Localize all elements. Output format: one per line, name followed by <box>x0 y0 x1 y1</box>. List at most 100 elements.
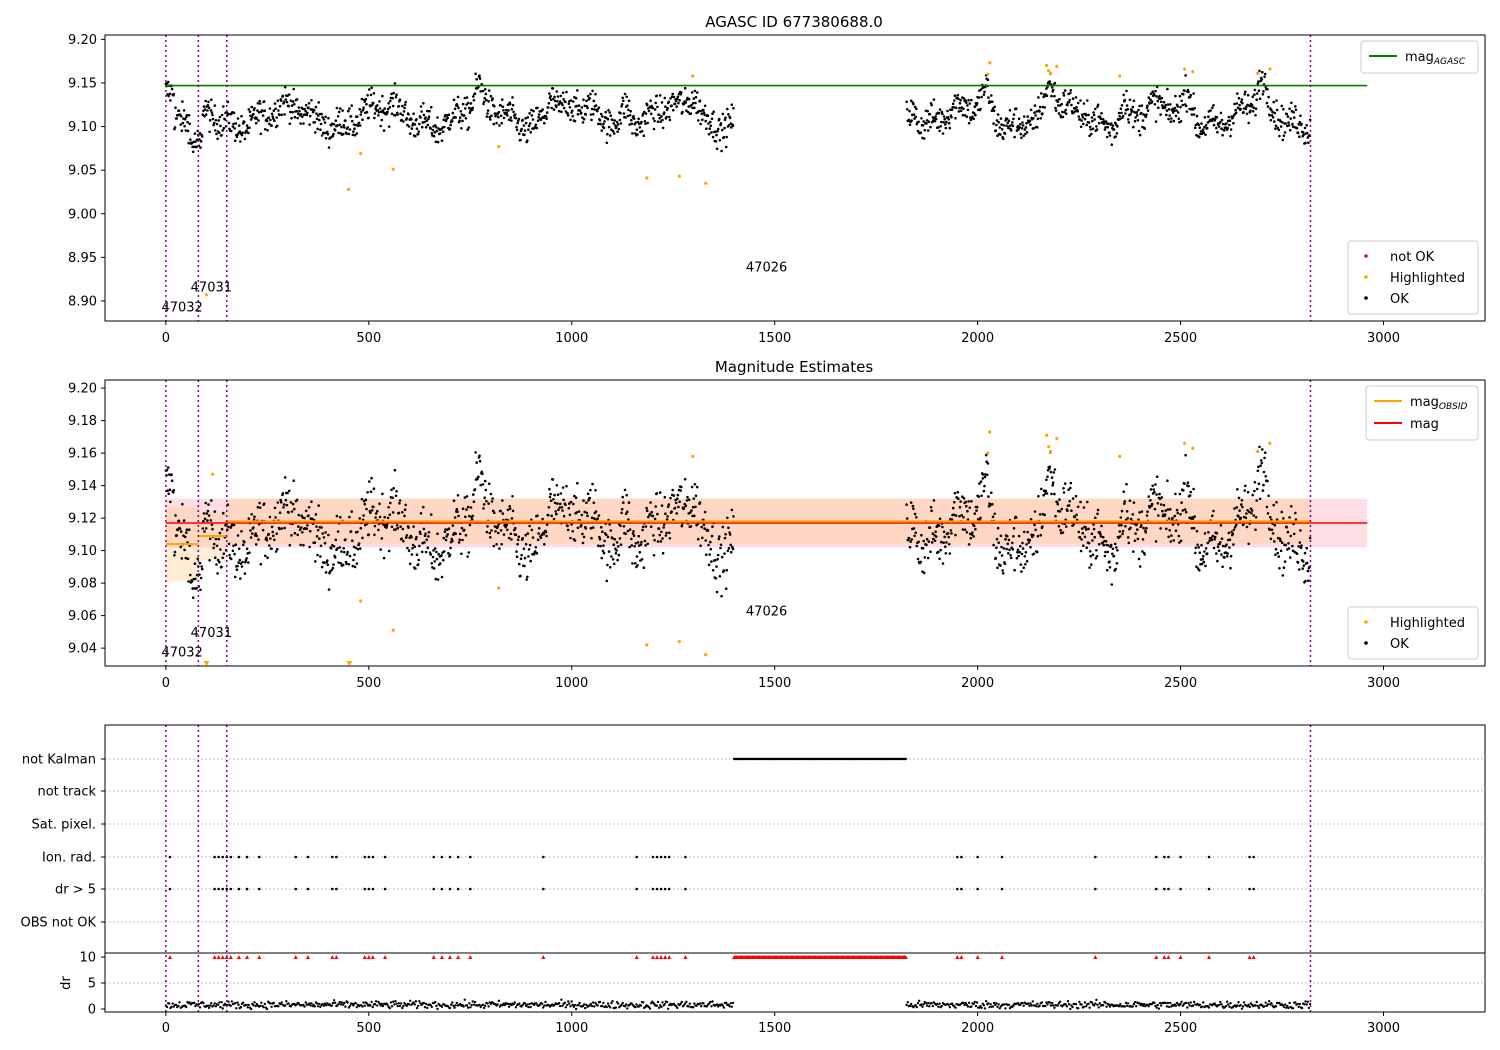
ok-point <box>1249 109 1252 113</box>
ok-point <box>238 130 242 133</box>
ok-point <box>417 558 421 562</box>
ok-point <box>193 562 197 565</box>
ok-point <box>518 562 521 566</box>
dr-point <box>1036 1002 1039 1005</box>
dr-point <box>573 1003 577 1007</box>
ok-point <box>564 503 567 507</box>
dr-point <box>518 1002 521 1005</box>
ok-point <box>723 536 727 540</box>
dr-point <box>1077 1007 1080 1010</box>
dr-point <box>709 1000 712 1004</box>
ok-point <box>290 104 294 107</box>
ok-point <box>714 559 717 562</box>
ok-point <box>561 103 564 107</box>
ok-point <box>496 525 500 528</box>
ok-point <box>176 528 180 532</box>
dr-point <box>212 1004 215 1007</box>
ok-point <box>694 95 698 99</box>
dr-point <box>219 1005 222 1009</box>
ok-point <box>304 509 308 513</box>
highlighted-point <box>359 151 363 156</box>
ok-point <box>1133 539 1137 542</box>
ok-point <box>714 577 718 580</box>
ok-point <box>1145 514 1149 517</box>
ok-point <box>1140 510 1144 513</box>
ok-point <box>462 528 466 532</box>
ok-point <box>1282 517 1285 520</box>
ok-point <box>1239 107 1242 111</box>
dr-clipped-marker <box>1154 955 1159 959</box>
ok-point <box>1006 542 1010 546</box>
ok-point <box>555 90 559 93</box>
ok-point <box>536 119 540 122</box>
ok-point <box>656 512 659 516</box>
dr-clipped-marker <box>955 955 960 959</box>
dr-point <box>998 1007 1001 1010</box>
ok-point <box>482 503 486 506</box>
ok-point <box>453 107 457 111</box>
dr-clipped-marker <box>330 955 335 959</box>
ok-point <box>725 568 728 572</box>
ok-point <box>656 540 660 543</box>
highlighted-point <box>986 72 990 76</box>
ok-point <box>511 509 515 513</box>
ok-point <box>489 492 493 496</box>
ok-point <box>1149 488 1153 491</box>
ok-point <box>353 134 357 137</box>
ok-point <box>211 113 214 117</box>
dr-point <box>1239 1004 1242 1007</box>
dr-tick-label: 5 <box>88 977 96 992</box>
ok-point <box>626 114 630 118</box>
ok-point <box>730 103 734 106</box>
ok-point <box>187 114 191 117</box>
highlighted-point <box>1191 70 1195 74</box>
ok-point <box>967 500 970 503</box>
ok-point <box>380 118 384 122</box>
ok-point <box>970 98 973 102</box>
dr-point <box>1147 1005 1150 1008</box>
dr-point <box>1307 1006 1311 1010</box>
ok-point <box>475 461 479 464</box>
ok-point <box>947 118 950 121</box>
ok-point <box>1164 103 1167 107</box>
ok-point <box>569 99 573 102</box>
flag-event <box>245 855 249 859</box>
flag-event <box>221 855 225 859</box>
ok-point <box>501 499 504 502</box>
ok-point <box>272 109 276 112</box>
ok-point <box>529 130 532 134</box>
dr-point <box>1030 1004 1033 1007</box>
ok-point <box>1141 538 1145 541</box>
ok-point <box>1105 568 1109 572</box>
ok-point <box>611 558 615 561</box>
ok-point <box>1244 484 1247 488</box>
dr-point <box>1071 1005 1074 1009</box>
ok-point <box>1228 546 1231 549</box>
flag-event <box>371 855 375 859</box>
ok-point <box>679 489 682 492</box>
ok-point <box>1059 528 1062 532</box>
ok-point <box>554 510 557 513</box>
ok-point <box>1303 126 1307 130</box>
ok-point <box>1208 539 1211 543</box>
ok-point <box>1190 527 1194 530</box>
ok-point <box>1267 95 1270 99</box>
ok-point <box>723 126 726 130</box>
ok-point <box>1231 532 1235 535</box>
ok-point <box>265 119 269 123</box>
flag-event <box>221 887 225 891</box>
ok-point <box>1138 511 1141 514</box>
ok-point <box>986 78 990 82</box>
flag-event <box>1252 855 1255 859</box>
ok-point <box>615 549 618 552</box>
y-tick-label: 9.04 <box>68 642 97 657</box>
ok-point <box>227 112 230 116</box>
ok-point <box>240 114 243 118</box>
ok-point <box>1057 112 1061 115</box>
ok-point <box>461 538 464 542</box>
ok-point <box>1048 465 1052 469</box>
ok-point <box>562 106 566 110</box>
ok-point <box>372 92 376 95</box>
ok-point <box>1191 517 1195 520</box>
dr-point <box>1165 1005 1169 1008</box>
